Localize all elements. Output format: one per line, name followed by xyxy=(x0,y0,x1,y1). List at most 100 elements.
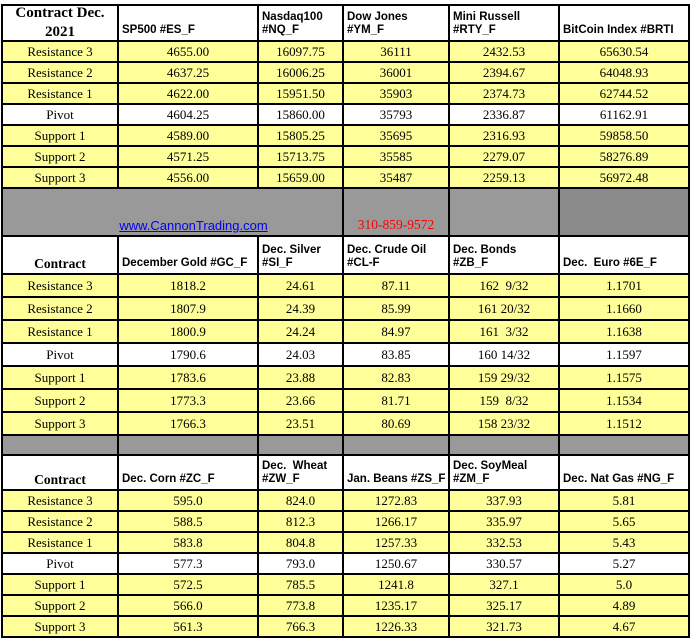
column-header-sp500: SP500 #ES_F xyxy=(119,6,257,40)
cell-value: 161 3/32 xyxy=(450,321,558,342)
cell-value: 1807.9 xyxy=(119,298,257,319)
cell-value: 1818.2 xyxy=(119,275,257,296)
cell-value: 325.17 xyxy=(450,596,558,615)
cell-value: 23.66 xyxy=(259,390,342,411)
cell-value: 785.5 xyxy=(259,575,342,594)
cell-value: 62744.52 xyxy=(560,84,688,103)
cell-value: 162 9/32 xyxy=(450,275,558,296)
cell-value: 15951.50 xyxy=(259,84,342,103)
cell-value: 2394.67 xyxy=(450,63,558,82)
column-header-nasdaq100: Nasdaq100 #NQ_F xyxy=(259,6,342,40)
column-header-bitcoin: BitCoin Index #BRTI xyxy=(560,6,688,40)
cell-value: 35793 xyxy=(344,105,448,124)
cell-value: 2336.87 xyxy=(450,105,558,124)
cell-value: 321.73 xyxy=(450,617,558,636)
cell-value: 566.0 xyxy=(119,596,257,615)
section1-title: Contract Dec. 2021 xyxy=(3,6,117,40)
cell-value: 1226.33 xyxy=(344,617,448,636)
cell-value: 4637.25 xyxy=(119,63,257,82)
column-header-soymeal: Dec. SoyMeal #ZM_F xyxy=(450,456,558,489)
cell-value: 1.1597 xyxy=(560,344,688,365)
column-header-minirussell: Mini Russell #RTY_F xyxy=(450,6,558,40)
column-header-beans: Jan. Beans #ZS_F xyxy=(344,456,448,489)
cell-value: 15659.00 xyxy=(259,168,342,187)
cell-value: 1.1638 xyxy=(560,321,688,342)
cell-value: 4.89 xyxy=(560,596,688,615)
row-label: Pivot xyxy=(3,554,117,573)
column-header-wheat: Dec. Wheat #ZW_F xyxy=(259,456,342,489)
row-label: Resistance 2 xyxy=(3,298,117,319)
cell-value: 4589.00 xyxy=(119,126,257,145)
cell-value: 4604.25 xyxy=(119,105,257,124)
row-label: Resistance 1 xyxy=(3,533,117,552)
cell-value: 583.8 xyxy=(119,533,257,552)
row-label: Support 2 xyxy=(3,147,117,166)
table-row-pivot: Pivot 577.3 793.0 1250.67 330.57 5.27 xyxy=(3,554,688,573)
row-label: Pivot xyxy=(3,105,117,124)
row-label: Resistance 3 xyxy=(3,491,117,510)
divider-band xyxy=(3,436,688,454)
cell-value: 159 8/32 xyxy=(450,390,558,411)
cell-value: 61162.91 xyxy=(560,105,688,124)
cell-value: 58276.89 xyxy=(560,147,688,166)
cell-value: 327.1 xyxy=(450,575,558,594)
section2-title: Contract xyxy=(3,237,117,273)
row-label: Support 3 xyxy=(3,168,117,187)
cell-value: 561.3 xyxy=(119,617,257,636)
cell-value: 5.65 xyxy=(560,512,688,531)
row-label: Pivot xyxy=(3,344,117,365)
row-label: Support 1 xyxy=(3,575,117,594)
cell-value: 773.8 xyxy=(259,596,342,615)
column-header-crudeoil: Dec. Crude Oil #CL-F xyxy=(344,237,448,273)
website-link[interactable]: www.CannonTrading.com xyxy=(119,218,268,233)
cell-value: 2279.07 xyxy=(450,147,558,166)
info-band: www.CannonTrading.com 310-859-9572 xyxy=(3,189,688,235)
cell-value: 1.1534 xyxy=(560,390,688,411)
cell-value: 5.0 xyxy=(560,575,688,594)
cell-value: 158 23/32 xyxy=(450,413,558,434)
cell-value: 5.81 xyxy=(560,491,688,510)
cell-value: 16006.25 xyxy=(259,63,342,82)
row-label: Resistance 2 xyxy=(3,63,117,82)
column-header-silver: Dec. Silver #SI_F xyxy=(259,237,342,273)
column-header-gold: December Gold #GC_F xyxy=(119,237,257,273)
row-label: Resistance 1 xyxy=(3,321,117,342)
band-empty-cell xyxy=(119,436,257,454)
column-header-natgas: Dec. Nat Gas #NG_F xyxy=(560,456,688,489)
table-row-pivot: Pivot 4604.25 15860.00 35793 2336.87 611… xyxy=(3,105,688,124)
cell-value: 87.11 xyxy=(344,275,448,296)
section3-header-row: Contract Dec. Corn #ZC_F Dec. Wheat #ZW_… xyxy=(3,456,688,489)
table-row: Resistance 3 4655.00 16097.75 36111 2432… xyxy=(3,42,688,61)
cell-value: 35695 xyxy=(344,126,448,145)
row-label: Support 2 xyxy=(3,596,117,615)
cell-value: 83.85 xyxy=(344,344,448,365)
cell-value: 4556.00 xyxy=(119,168,257,187)
cell-value: 5.27 xyxy=(560,554,688,573)
band-empty-cell xyxy=(259,436,342,454)
cell-value: 15805.25 xyxy=(259,126,342,145)
row-label: Resistance 3 xyxy=(3,42,117,61)
table-row: Resistance 3 1818.2 24.61 87.11 162 9/32… xyxy=(3,275,688,296)
cell-value: 804.8 xyxy=(259,533,342,552)
row-label: Resistance 3 xyxy=(3,275,117,296)
table-row-pivot: Pivot 1790.6 24.03 83.85 160 14/32 1.159… xyxy=(3,344,688,365)
section1-header-row: Contract Dec. 2021 SP500 #ES_F Nasdaq100… xyxy=(3,6,688,40)
cell-value: 24.61 xyxy=(259,275,342,296)
cell-value: 4622.00 xyxy=(119,84,257,103)
row-label: Support 2 xyxy=(3,390,117,411)
cell-value: 2432.53 xyxy=(450,42,558,61)
table-row: Support 1 4589.00 15805.25 35695 2316.93… xyxy=(3,126,688,145)
cell-value: 36111 xyxy=(344,42,448,61)
cell-value: 160 14/32 xyxy=(450,344,558,365)
cell-value: 1235.17 xyxy=(344,596,448,615)
cell-value: 2316.93 xyxy=(450,126,558,145)
section2-header-row: Contract December Gold #GC_F Dec. Silver… xyxy=(3,237,688,273)
table-row: Resistance 1 1800.9 24.24 84.97 161 3/32… xyxy=(3,321,688,342)
cell-value: 161 20/32 xyxy=(450,298,558,319)
cell-value: 84.97 xyxy=(344,321,448,342)
cell-value: 793.0 xyxy=(259,554,342,573)
section3-title: Contract xyxy=(3,456,117,489)
cell-value: 577.3 xyxy=(119,554,257,573)
table-row: Support 3 561.3 766.3 1226.33 321.73 4.6… xyxy=(3,617,688,636)
cell-value: 1272.83 xyxy=(344,491,448,510)
